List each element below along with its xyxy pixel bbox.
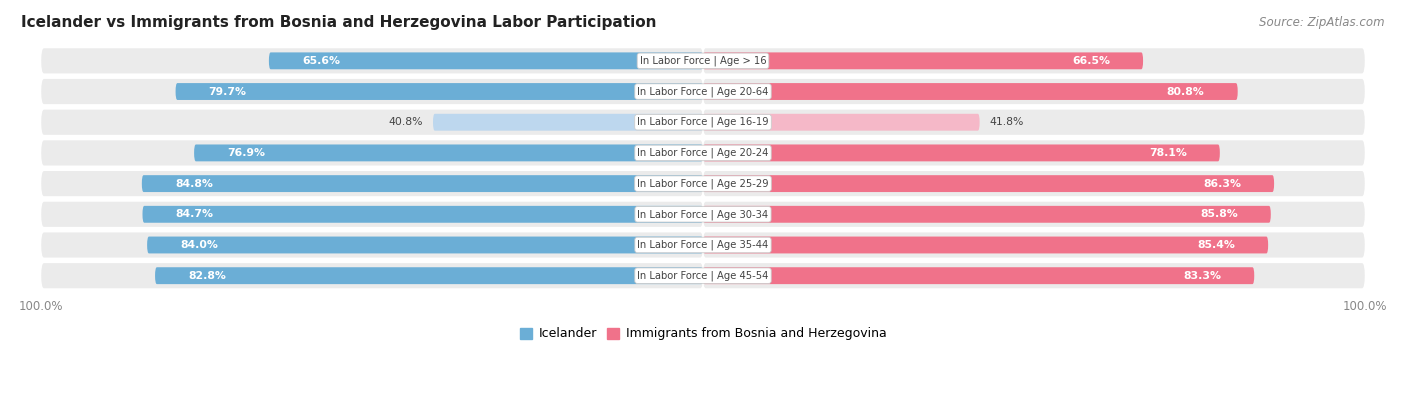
- FancyBboxPatch shape: [703, 83, 1237, 100]
- FancyBboxPatch shape: [41, 79, 703, 104]
- Text: In Labor Force | Age 20-24: In Labor Force | Age 20-24: [637, 148, 769, 158]
- FancyBboxPatch shape: [41, 263, 703, 288]
- FancyBboxPatch shape: [41, 202, 703, 227]
- FancyBboxPatch shape: [269, 53, 703, 69]
- FancyBboxPatch shape: [703, 79, 1365, 104]
- Text: 78.1%: 78.1%: [1149, 148, 1187, 158]
- Text: 84.8%: 84.8%: [174, 179, 212, 188]
- FancyBboxPatch shape: [703, 48, 1365, 73]
- Text: In Labor Force | Age 30-34: In Labor Force | Age 30-34: [637, 209, 769, 220]
- Text: Icelander vs Immigrants from Bosnia and Herzegovina Labor Participation: Icelander vs Immigrants from Bosnia and …: [21, 15, 657, 30]
- FancyBboxPatch shape: [41, 232, 703, 258]
- Text: In Labor Force | Age 35-44: In Labor Force | Age 35-44: [637, 240, 769, 250]
- FancyBboxPatch shape: [703, 110, 1365, 135]
- FancyBboxPatch shape: [41, 48, 703, 73]
- Text: In Labor Force | Age 16-19: In Labor Force | Age 16-19: [637, 117, 769, 128]
- Legend: Icelander, Immigrants from Bosnia and Herzegovina: Icelander, Immigrants from Bosnia and He…: [515, 322, 891, 346]
- FancyBboxPatch shape: [433, 114, 703, 131]
- Text: 85.4%: 85.4%: [1197, 240, 1234, 250]
- FancyBboxPatch shape: [703, 232, 1365, 258]
- FancyBboxPatch shape: [703, 175, 1274, 192]
- Text: In Labor Force | Age 25-29: In Labor Force | Age 25-29: [637, 179, 769, 189]
- FancyBboxPatch shape: [142, 206, 703, 223]
- Text: 84.0%: 84.0%: [180, 240, 218, 250]
- FancyBboxPatch shape: [703, 263, 1365, 288]
- Text: Source: ZipAtlas.com: Source: ZipAtlas.com: [1260, 16, 1385, 29]
- FancyBboxPatch shape: [703, 140, 1365, 166]
- Text: 40.8%: 40.8%: [388, 117, 423, 127]
- FancyBboxPatch shape: [703, 267, 1254, 284]
- FancyBboxPatch shape: [41, 171, 703, 196]
- Text: 82.8%: 82.8%: [188, 271, 226, 281]
- Text: 41.8%: 41.8%: [990, 117, 1024, 127]
- Text: 65.6%: 65.6%: [302, 56, 340, 66]
- FancyBboxPatch shape: [176, 83, 703, 100]
- FancyBboxPatch shape: [703, 145, 1220, 161]
- Text: In Labor Force | Age 45-54: In Labor Force | Age 45-54: [637, 271, 769, 281]
- Text: 79.7%: 79.7%: [208, 87, 246, 96]
- Text: In Labor Force | Age 20-64: In Labor Force | Age 20-64: [637, 86, 769, 97]
- FancyBboxPatch shape: [703, 206, 1271, 223]
- FancyBboxPatch shape: [703, 202, 1365, 227]
- Text: 83.3%: 83.3%: [1184, 271, 1222, 281]
- FancyBboxPatch shape: [155, 267, 703, 284]
- FancyBboxPatch shape: [703, 237, 1268, 254]
- FancyBboxPatch shape: [142, 175, 703, 192]
- Text: In Labor Force | Age > 16: In Labor Force | Age > 16: [640, 56, 766, 66]
- FancyBboxPatch shape: [703, 114, 980, 131]
- FancyBboxPatch shape: [41, 110, 703, 135]
- FancyBboxPatch shape: [703, 53, 1143, 69]
- FancyBboxPatch shape: [148, 237, 703, 254]
- FancyBboxPatch shape: [703, 171, 1365, 196]
- Text: 76.9%: 76.9%: [228, 148, 266, 158]
- Text: 66.5%: 66.5%: [1071, 56, 1109, 66]
- Text: 80.8%: 80.8%: [1167, 87, 1205, 96]
- FancyBboxPatch shape: [194, 145, 703, 161]
- Text: 86.3%: 86.3%: [1204, 179, 1241, 188]
- Text: 85.8%: 85.8%: [1199, 209, 1237, 219]
- Text: 84.7%: 84.7%: [176, 209, 214, 219]
- FancyBboxPatch shape: [41, 140, 703, 166]
